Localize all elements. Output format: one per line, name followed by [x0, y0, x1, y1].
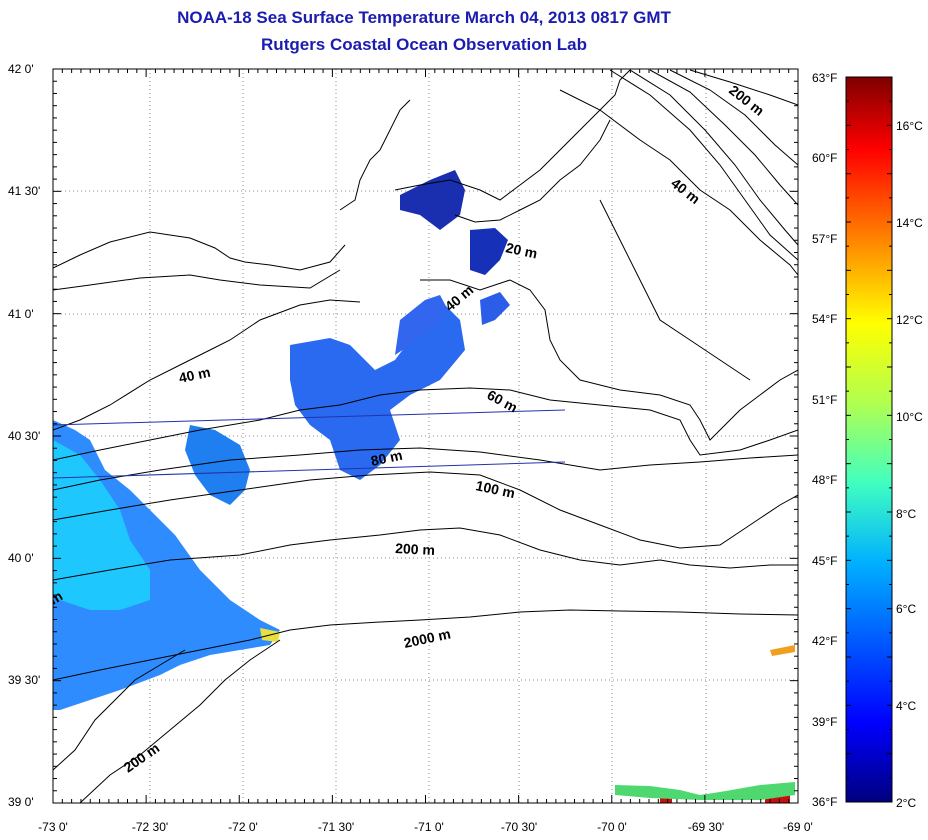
map-title: NOAA-18 Sea Surface Temperature March 04…: [177, 8, 671, 27]
f-label-51: 51°F: [812, 393, 838, 407]
track-line-2: [53, 461, 566, 479]
contour-label-100m: 100 m: [474, 477, 516, 501]
f-label-48: 48°F: [812, 473, 838, 487]
contour-40m-west: [53, 299, 361, 431]
contour-label-2000m: 2000 m: [402, 625, 452, 651]
contour-ne-bank: [599, 199, 751, 381]
sst-patch-central-west: [185, 425, 250, 505]
sst-data-patches: [53, 170, 795, 803]
contour-40m-east: [559, 89, 798, 276]
c-label-16: 16°C: [896, 119, 923, 133]
coastline-and-contours: [53, 69, 798, 803]
lat-label-42-00: 42 0': [8, 62, 34, 76]
lon-label-69-30: -69 30': [687, 820, 725, 834]
lat-label-40-00: 40 0': [8, 551, 34, 565]
f-label-45: 45°F: [812, 554, 838, 568]
sst-patch-nantucket: [470, 228, 508, 275]
contour-20m-shelf: [420, 279, 798, 441]
coastline-long-island: [53, 231, 346, 271]
f-label-39: 39°F: [812, 715, 838, 729]
c-label-6: 6°C: [896, 602, 917, 616]
map-subtitle: Rutgers Coastal Ocean Observation Lab: [261, 35, 587, 54]
lat-label-39-00: 39 0': [8, 795, 34, 809]
contour-60m: [53, 387, 798, 461]
contour-ne-dense-2: [629, 69, 798, 246]
lat-label-40-30: 40 30': [8, 429, 41, 443]
contour-labels: 200 m 40 m 20 m 40 m 40 m 60 m 80 m 100 …: [53, 82, 767, 776]
gridlines: [53, 69, 798, 803]
coastline-rhode-island: [339, 99, 411, 211]
lat-label-39-30: 39 30': [8, 673, 41, 687]
lon-label-71-00: -71 0': [414, 820, 444, 834]
sst-patch-central-blue: [395, 295, 448, 355]
track-line-1: [53, 409, 566, 426]
lon-label-71-30: -71 30': [317, 820, 355, 834]
c-label-4: 4°C: [896, 699, 917, 713]
contour-label-40m-ne: 40 m: [668, 175, 703, 207]
contour-200m-mid: [53, 527, 798, 581]
f-label-60: 60°F: [812, 151, 838, 165]
coastline-cape-cod-arm: [454, 119, 611, 223]
lon-label-72-30: -72 30': [131, 820, 169, 834]
c-label-8: 8°C: [896, 507, 917, 521]
lon-label-70-00: -70 0': [597, 820, 627, 834]
frame-ticks: [52, 68, 799, 804]
c-label-12: 12°C: [896, 313, 923, 327]
contour-200m-sw: [53, 649, 186, 771]
colorbar-ticks: [846, 76, 892, 803]
c-label-14: 14°C: [896, 216, 923, 230]
c-label-2: 2°C: [896, 796, 917, 810]
coastline-long-island-south: [53, 269, 341, 291]
contour-100m: [53, 471, 798, 549]
f-label-63: 63°F: [812, 71, 838, 85]
c-label-10: 10°C: [896, 410, 923, 424]
lon-label-69-00: -69 0': [783, 820, 813, 834]
lat-label-41-30: 41 30': [8, 184, 41, 198]
lat-label-41-00: 41 0': [8, 307, 34, 321]
sst-patch-e-orange: [770, 645, 795, 656]
contour-label-200m-sw: 200 m: [121, 740, 163, 776]
lon-label-70-30: -70 30': [500, 820, 538, 834]
contour-ne-dense-1: [609, 69, 798, 261]
sst-patch-central: [290, 305, 465, 480]
f-label-57: 57°F: [812, 232, 838, 246]
contour-200m-ne: [689, 69, 798, 106]
contour-label-200m-mid: 200 m: [395, 540, 435, 558]
coastline-cape-cod: [394, 69, 631, 201]
satellite-track-lines: [53, 409, 566, 479]
f-label-54: 54°F: [812, 312, 838, 326]
contour-label-20m: 20 m: [504, 239, 539, 261]
contour-label-40m-mid: 40 m: [442, 282, 477, 315]
lon-label-72-00: -72 0': [228, 820, 258, 834]
sst-patch-southwest-shelf: [53, 420, 280, 710]
contour-ne-dense-4: [669, 69, 798, 166]
contour-ne-dense-3: [649, 69, 798, 206]
contour-80m: [53, 447, 798, 491]
sst-patch-se-mixed: [615, 782, 795, 800]
f-label-42: 42°F: [812, 634, 838, 648]
contour-2000m-sw: [79, 639, 281, 803]
contour-2000m: [53, 609, 798, 681]
f-label-36: 36°F: [812, 795, 838, 809]
sst-patch-nantucket-sound: [400, 170, 465, 230]
contour-label-80m: 80 m: [369, 447, 404, 469]
sst-patch-east-blue: [480, 292, 510, 325]
lon-label-73-00: -73 0': [38, 820, 68, 834]
contour-label-40m-w: 40 m: [177, 364, 212, 386]
colorbar: [845, 76, 893, 803]
